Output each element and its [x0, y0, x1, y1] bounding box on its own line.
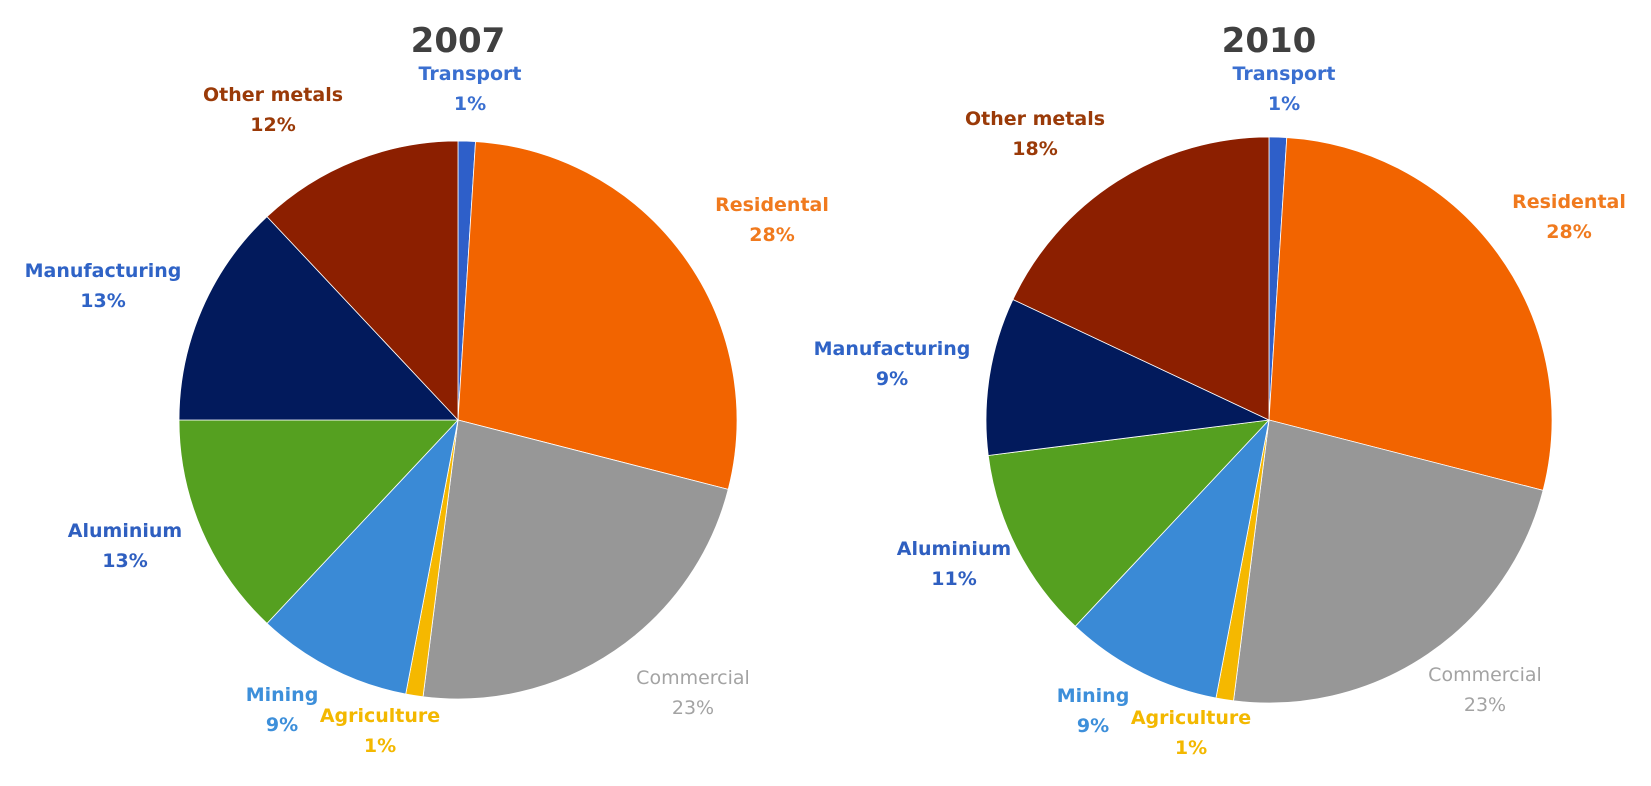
slice-label-aluminium-2010: Aluminium	[897, 538, 1011, 560]
slice-label-residental-2010: Residental	[1512, 191, 1626, 213]
slice-percent-residental-2007: 28%	[749, 224, 794, 246]
slice-label-transport-2010: Transport	[1232, 63, 1335, 85]
slice-percent-manufacturing-2010: 9%	[876, 368, 908, 390]
slice-label-other-metals-2007: Other metals	[203, 84, 343, 106]
slice-label-agriculture-2010: Agriculture	[1131, 707, 1251, 729]
slice-mining-2007	[266, 418, 459, 695]
slice-percent-agriculture-2007: 1%	[364, 735, 396, 757]
slice-label-manufacturing-2010: Manufacturing	[814, 338, 971, 360]
slice-percent-mining-2007: 9%	[266, 714, 298, 736]
chart-title-2010: 2010	[1222, 21, 1317, 61]
slice-mining-2010	[1074, 418, 1270, 699]
slice-residental-2010	[1268, 137, 1553, 491]
slice-percent-transport-2007: 1%	[454, 93, 486, 115]
slice-percent-other-metals-2007: 12%	[250, 114, 295, 136]
slice-manufacturing-2010	[985, 298, 1271, 456]
slice-manufacturing-2007	[178, 216, 459, 421]
slice-percent-commercial-2010: 23%	[1464, 694, 1506, 716]
slice-other-metals-2007	[266, 140, 459, 422]
slice-percent-aluminium-2010: 11%	[931, 568, 976, 590]
slice-label-transport-2007: Transport	[418, 63, 521, 85]
slice-aluminium-2007	[178, 419, 459, 624]
slice-label-commercial-2010: Commercial	[1428, 664, 1542, 686]
pie-chart-2007: 2007 Transport 1% Residental 28% Commercial 2…	[25, 21, 829, 757]
slice-percent-commercial-2007: 23%	[672, 697, 714, 719]
slice-percent-aluminium-2007: 13%	[102, 550, 147, 572]
slice-percent-residental-2010: 28%	[1546, 221, 1591, 243]
pie-chart-2010: 2010 Transport 1% Residental 28% Commercial 2…	[814, 21, 1626, 759]
slice-percent-mining-2010: 9%	[1077, 715, 1109, 737]
slice-label-commercial-2007: Commercial	[636, 667, 750, 689]
slice-other-metals-2010	[1012, 136, 1270, 421]
slice-label-manufacturing-2007: Manufacturing	[25, 260, 182, 282]
slice-label-aluminium-2007: Aluminium	[68, 520, 182, 542]
slice-label-mining-2010: Mining	[1057, 685, 1130, 707]
slice-commercial-2010	[1233, 419, 1544, 704]
slice-commercial-2007	[422, 419, 729, 700]
slice-label-other-metals-2010: Other metals	[965, 108, 1105, 130]
slice-label-agriculture-2007: Agriculture	[320, 705, 440, 727]
slice-aluminium-2010	[987, 419, 1271, 627]
slice-residental-2007	[457, 141, 738, 490]
slice-percent-transport-2010: 1%	[1268, 93, 1300, 115]
slice-percent-other-metals-2010: 18%	[1012, 138, 1057, 160]
slice-label-residental-2007: Residental	[715, 194, 829, 216]
slice-percent-manufacturing-2007: 13%	[80, 290, 125, 312]
slice-label-mining-2007: Mining	[246, 684, 319, 706]
slice-percent-agriculture-2010: 1%	[1175, 737, 1207, 759]
chart-title-2007: 2007	[411, 21, 506, 61]
